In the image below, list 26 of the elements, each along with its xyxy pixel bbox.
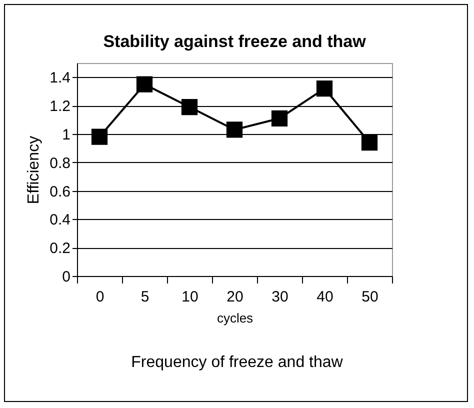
y-tick-label: 1.4 xyxy=(50,70,70,87)
point xyxy=(181,98,198,116)
text: Frequency of freeze and thaw xyxy=(130,354,344,372)
point xyxy=(361,134,378,151)
x-tick-label: 30 xyxy=(272,288,288,306)
x-tick-label: 50 xyxy=(362,288,378,306)
x-tick-label: 20 xyxy=(226,288,244,306)
y-tick-label: 0 xyxy=(62,268,70,286)
point xyxy=(316,80,333,97)
y-tick-label: 0.8 xyxy=(50,154,70,172)
x-tick-label: 40 xyxy=(316,288,334,306)
y-tick-label: 0.6 xyxy=(50,183,70,200)
y-tick-label: 1.2 xyxy=(50,98,70,116)
point xyxy=(136,76,153,92)
y-axis-title: Efficiency xyxy=(26,136,43,204)
point xyxy=(91,128,108,145)
x-tick-label: 10 xyxy=(182,288,198,306)
chart-title: Stability against freeze and thaw xyxy=(103,32,367,51)
y-tick-label: 1 xyxy=(62,126,70,144)
x-tick-label: 5 xyxy=(140,288,150,306)
x-axis-title: cycles xyxy=(216,310,254,326)
point xyxy=(271,110,288,126)
y-tick-label: 0.2 xyxy=(50,240,70,258)
x-tick-label: 0 xyxy=(96,288,104,306)
y-tick-label: 0.4 xyxy=(50,212,70,229)
point xyxy=(226,122,243,138)
